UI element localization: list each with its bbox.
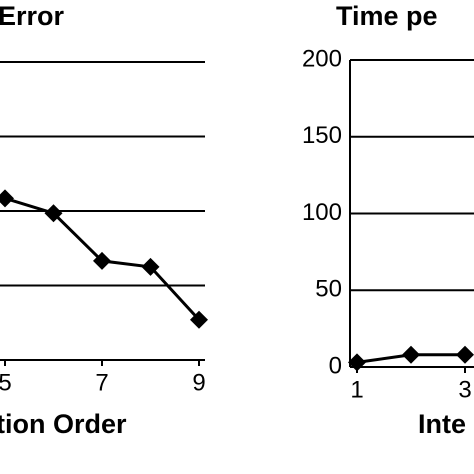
y-tick-label: 100 (302, 199, 342, 226)
data-point (402, 345, 420, 364)
y-tick-label: 50 (315, 276, 342, 303)
chart-title: Time pe (336, 1, 438, 31)
x-tick-label: 5 (0, 369, 12, 396)
data-point (44, 204, 63, 223)
data-point (93, 251, 111, 270)
x-tick-label: 9 (192, 369, 205, 396)
y-tick-label: 150 (302, 122, 342, 149)
data-point (456, 345, 474, 364)
x-axis-label: tion Order (0, 409, 127, 439)
x-axis-label: Inte (418, 409, 466, 439)
data-point (348, 353, 366, 372)
x-tick-label: 1 (350, 376, 363, 403)
y-tick-label: 0 (329, 352, 342, 379)
x-tick-label: 3 (458, 376, 471, 403)
chart-title: Error (0, 1, 65, 31)
y-tick-label: 200 (302, 45, 342, 72)
data-point (0, 189, 14, 208)
data-point (141, 257, 160, 276)
data-point (190, 310, 208, 329)
x-tick-label: 7 (95, 369, 108, 396)
